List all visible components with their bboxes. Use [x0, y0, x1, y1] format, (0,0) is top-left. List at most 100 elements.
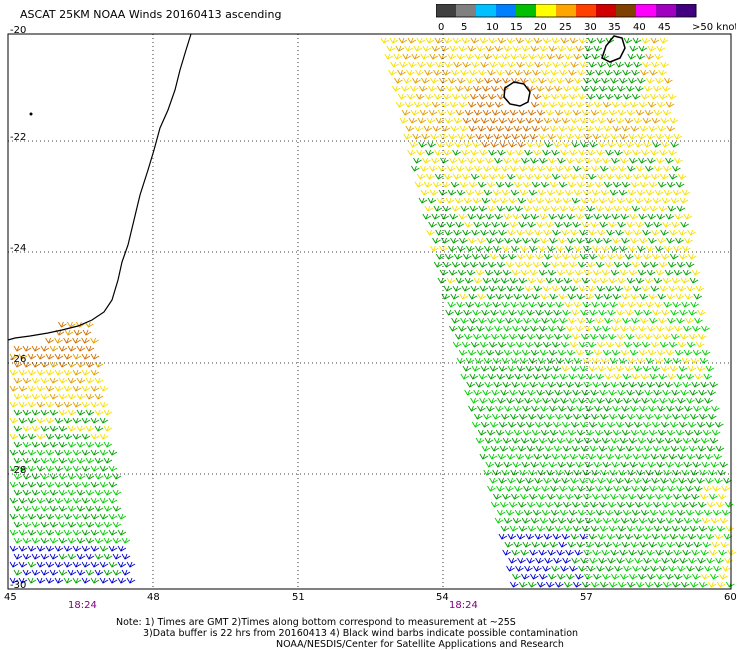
- wind-barb: [689, 389, 698, 396]
- wind-barb: [563, 389, 572, 396]
- wind-barb: [620, 157, 629, 164]
- wind-barb: [601, 269, 611, 276]
- wind-barb: [99, 545, 109, 552]
- wind-barb: [572, 581, 582, 588]
- wind-barb: [90, 465, 100, 472]
- wind-barb: [574, 133, 584, 140]
- wind-barb: [456, 357, 466, 364]
- wind-barb: [514, 373, 524, 380]
- wind-barb: [81, 433, 91, 440]
- wind-barb: [603, 405, 612, 412]
- wind-barb: [701, 461, 711, 468]
- wind-barb: [63, 401, 73, 408]
- wind-barb: [665, 157, 674, 164]
- wind-barb: [496, 485, 505, 492]
- wind-barb: [417, 61, 426, 68]
- wind-barb: [439, 245, 448, 252]
- wind-barb: [27, 545, 37, 552]
- wind-barb: [403, 77, 412, 84]
- wind-barb: [13, 345, 23, 352]
- wind-barb: [467, 349, 477, 356]
- wind-barb: [67, 441, 77, 448]
- wind-barb: [696, 477, 705, 484]
- wind-barb: [581, 581, 591, 588]
- wind-barb: [18, 497, 28, 504]
- wind-barb: [639, 429, 649, 436]
- wind-barb: [674, 325, 683, 332]
- wind-barb: [502, 269, 512, 276]
- wind-barb: [583, 269, 593, 276]
- wind-barb: [605, 397, 614, 404]
- wind-barb: [664, 77, 673, 84]
- wind-barb: [604, 69, 613, 76]
- time-label-left: 18:24: [68, 600, 97, 611]
- wind-barb: [536, 525, 546, 532]
- wind-barb: [54, 337, 63, 344]
- wind-barb: [635, 581, 645, 588]
- wind-barb: [584, 101, 594, 108]
- wind-barb: [500, 413, 510, 420]
- wind-barb: [560, 565, 569, 572]
- wind-barb: [564, 165, 573, 172]
- wind-barb: [675, 181, 685, 188]
- wind-barb: [535, 333, 545, 340]
- wind-barb: [529, 77, 538, 84]
- wind-barb: [652, 85, 662, 92]
- wind-barb: [628, 245, 637, 252]
- wind-barb: [637, 77, 646, 84]
- wind-barb: [421, 133, 431, 140]
- wind-barb: [72, 385, 82, 392]
- wind-barb: [667, 205, 677, 212]
- wind-barb: [531, 293, 541, 300]
- colorbar-segment: [456, 4, 477, 17]
- wind-barb: [682, 493, 691, 500]
- wind-barb: [719, 573, 728, 580]
- wind-barb: [588, 229, 597, 236]
- wind-barb: [566, 45, 576, 52]
- wind-barb: [13, 441, 23, 448]
- wind-barb: [442, 205, 452, 212]
- wind-barb: [499, 501, 509, 508]
- colorbar-label: 10: [486, 22, 499, 32]
- wind-barb: [652, 197, 662, 204]
- wind-barb: [604, 93, 614, 100]
- reunion-island: [503, 81, 531, 107]
- wind-barb: [585, 429, 595, 436]
- wind-barb: [548, 101, 558, 108]
- wind-barb: [76, 393, 86, 400]
- wind-barb: [584, 461, 594, 468]
- wind-barb: [455, 221, 464, 228]
- wind-barb: [565, 381, 574, 388]
- lat-lon-grid: [8, 34, 731, 589]
- wind-barb: [570, 477, 579, 484]
- wind-barb: [495, 237, 504, 244]
- wind-barb: [701, 573, 710, 580]
- wind-barb: [18, 513, 28, 520]
- wind-barb: [553, 309, 562, 316]
- wind-barb: [548, 157, 557, 164]
- wind-barb: [103, 537, 113, 544]
- wind-barb: [90, 353, 100, 360]
- wind-barb: [612, 429, 622, 436]
- wind-barb: [503, 157, 512, 164]
- wind-barb: [536, 581, 546, 588]
- wind-barb: [676, 485, 685, 492]
- wind-barb: [445, 141, 454, 148]
- wind-barb: [684, 429, 694, 436]
- wind-barb: [475, 437, 485, 444]
- wind-barb: [553, 445, 563, 452]
- wind-barb: [502, 77, 511, 84]
- wind-barb: [457, 133, 467, 140]
- wind-barb: [464, 389, 473, 396]
- wind-barb: [590, 277, 600, 284]
- wind-barb: [634, 333, 644, 340]
- wind-barb: [571, 85, 581, 92]
- wind-barb: [705, 477, 714, 484]
- wind-barb: [691, 493, 700, 500]
- wind-barb: [544, 141, 553, 148]
- wind-barb: [605, 453, 615, 460]
- wind-barb: [514, 261, 524, 268]
- wind-barb: [655, 493, 664, 500]
- wind-barb: [644, 525, 654, 532]
- wind-barb: [436, 85, 446, 92]
